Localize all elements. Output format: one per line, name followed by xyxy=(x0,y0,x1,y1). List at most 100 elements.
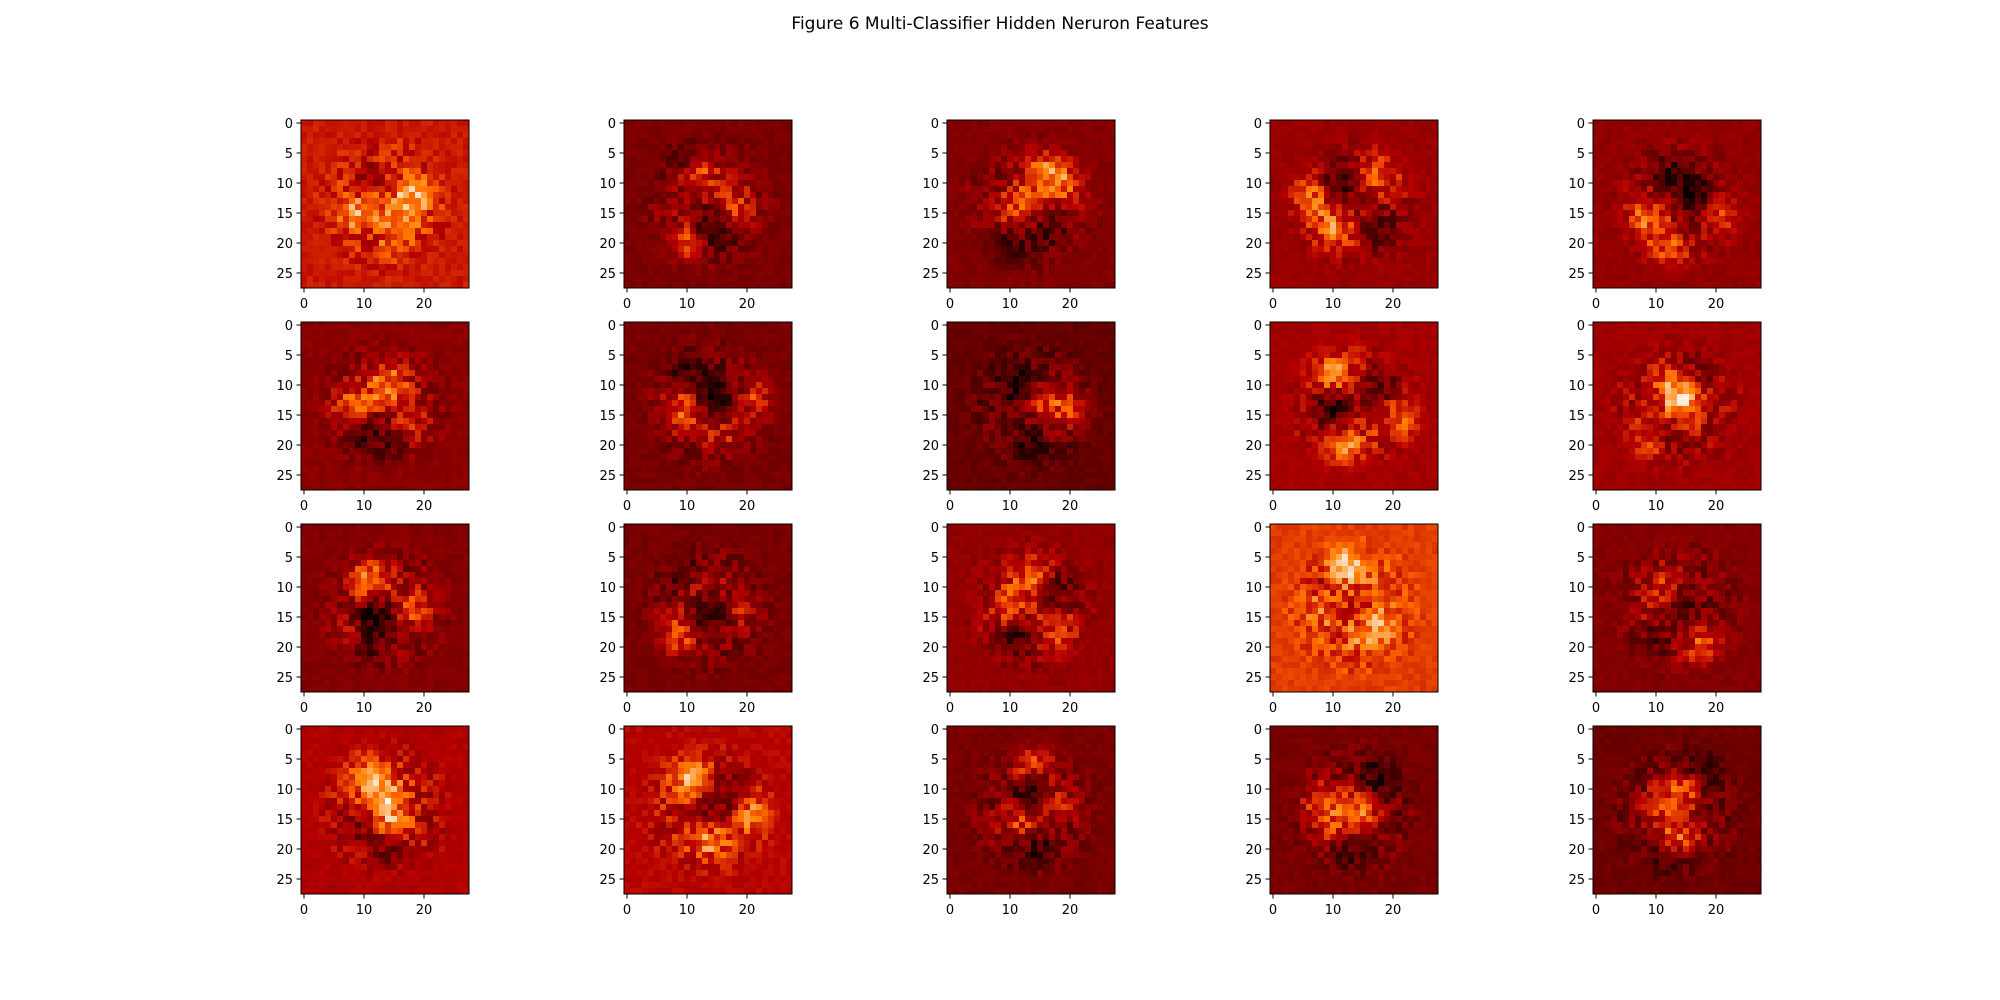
x-tick-label: 0 xyxy=(1269,903,1277,918)
y-tick-label: 25 xyxy=(922,267,939,282)
panel-image xyxy=(1593,322,1762,491)
y-tick-label: 15 xyxy=(1568,813,1585,828)
x-tick-label: 20 xyxy=(1062,499,1079,514)
y-tick-label: 25 xyxy=(276,671,293,686)
y-tick-label: 20 xyxy=(276,237,293,252)
x-tick-label: 0 xyxy=(300,499,308,514)
x-tick-label: 0 xyxy=(300,297,308,312)
y-tick-label: 15 xyxy=(599,813,616,828)
y-tick-label: 15 xyxy=(276,207,293,222)
y-tick-label: 10 xyxy=(599,379,616,394)
panel-3: 0 5 10 15 20 25 0 10 20 xyxy=(922,117,1116,312)
y-tick-label: 0 xyxy=(285,319,293,334)
y-tick-label: 25 xyxy=(1568,671,1585,686)
y-tick-label: 20 xyxy=(1245,843,1262,858)
y-tick-label: 25 xyxy=(922,671,939,686)
panel-20: 0 5 10 15 20 25 0 10 20 xyxy=(1568,723,1762,918)
y-tick-label: 10 xyxy=(1568,177,1585,192)
y-tick-label: 25 xyxy=(1245,873,1262,888)
y-tick-label: 10 xyxy=(276,783,293,798)
y-tick-label: 10 xyxy=(922,581,939,596)
panel-frame xyxy=(300,523,470,693)
y-tick-label: 20 xyxy=(1568,237,1585,252)
y-tick-label: 15 xyxy=(1245,409,1262,424)
y-tick-label: 10 xyxy=(1568,581,1585,596)
figure-title: Figure 6 Multi-Classifier Hidden Neruron… xyxy=(791,14,1209,34)
y-tick-label: 25 xyxy=(276,873,293,888)
x-tick-label: 20 xyxy=(1385,297,1402,312)
panel-6: 0 5 10 15 20 25 0 10 20 xyxy=(276,319,470,514)
y-tick-label: 5 xyxy=(1577,147,1585,162)
panel-1: 0 5 10 15 20 25 0 10 20 xyxy=(276,117,470,312)
panel-4: 0 5 10 15 20 25 0 10 20 xyxy=(1245,117,1439,312)
panel-frame xyxy=(623,523,793,693)
x-tick-label: 20 xyxy=(416,701,433,716)
x-tick-label: 20 xyxy=(1385,499,1402,514)
y-tick-label: 0 xyxy=(931,723,939,738)
panel-image xyxy=(301,726,470,895)
y-tick-label: 0 xyxy=(285,117,293,132)
x-tick-label: 0 xyxy=(1592,701,1600,716)
y-tick-label: 5 xyxy=(931,551,939,566)
y-tick-label: 5 xyxy=(285,349,293,364)
y-tick-label: 5 xyxy=(608,349,616,364)
x-tick-label: 10 xyxy=(356,903,373,918)
panel-image xyxy=(1270,726,1439,895)
x-tick-label: 20 xyxy=(1708,297,1725,312)
panel-11: 0 5 10 15 20 25 0 10 20 xyxy=(276,521,470,716)
y-tick-label: 25 xyxy=(922,469,939,484)
y-tick-label: 15 xyxy=(1568,207,1585,222)
y-tick-label: 5 xyxy=(285,551,293,566)
y-tick-label: 15 xyxy=(922,813,939,828)
x-tick-label: 0 xyxy=(300,701,308,716)
x-tick-label: 20 xyxy=(1385,701,1402,716)
x-tick-label: 0 xyxy=(300,903,308,918)
y-tick-label: 25 xyxy=(1245,469,1262,484)
panel-15: 0 5 10 15 20 25 0 10 20 xyxy=(1568,521,1762,716)
x-tick-label: 0 xyxy=(946,499,954,514)
panel-frame xyxy=(300,119,470,289)
y-tick-label: 5 xyxy=(931,753,939,768)
y-tick-label: 20 xyxy=(922,237,939,252)
x-tick-label: 20 xyxy=(1062,701,1079,716)
panel-image xyxy=(624,120,793,289)
y-tick-label: 0 xyxy=(1577,521,1585,536)
x-tick-label: 10 xyxy=(1325,499,1342,514)
y-tick-label: 0 xyxy=(931,319,939,334)
y-tick-label: 0 xyxy=(285,723,293,738)
x-tick-label: 0 xyxy=(623,499,631,514)
y-tick-label: 20 xyxy=(1568,641,1585,656)
y-tick-label: 15 xyxy=(1245,611,1262,626)
y-tick-label: 5 xyxy=(608,147,616,162)
panel-frame xyxy=(1269,321,1439,491)
y-tick-label: 10 xyxy=(276,379,293,394)
y-tick-label: 20 xyxy=(599,641,616,656)
y-tick-label: 5 xyxy=(1577,349,1585,364)
panel-image xyxy=(624,524,793,693)
y-tick-label: 5 xyxy=(1254,147,1262,162)
panel-9: 0 5 10 15 20 25 0 10 20 xyxy=(1245,319,1439,514)
panel-frame xyxy=(1269,119,1439,289)
x-tick-label: 10 xyxy=(1648,499,1665,514)
x-tick-label: 20 xyxy=(739,297,756,312)
y-tick-label: 0 xyxy=(608,319,616,334)
panel-image xyxy=(1270,524,1439,693)
y-tick-label: 10 xyxy=(1568,379,1585,394)
y-tick-label: 20 xyxy=(1568,439,1585,454)
y-tick-label: 15 xyxy=(1245,813,1262,828)
x-tick-label: 10 xyxy=(679,701,696,716)
x-tick-label: 20 xyxy=(739,701,756,716)
y-tick-label: 25 xyxy=(922,873,939,888)
y-tick-label: 15 xyxy=(276,409,293,424)
x-tick-label: 0 xyxy=(1592,903,1600,918)
y-tick-label: 5 xyxy=(931,349,939,364)
panel-8: 0 5 10 15 20 25 0 10 20 xyxy=(922,319,1116,514)
y-tick-label: 0 xyxy=(1577,319,1585,334)
x-tick-label: 10 xyxy=(1002,499,1019,514)
panel-16: 0 5 10 15 20 25 0 10 20 xyxy=(276,723,470,918)
x-tick-label: 0 xyxy=(623,701,631,716)
y-tick-label: 10 xyxy=(276,581,293,596)
panel-frame xyxy=(946,725,1116,895)
y-tick-label: 15 xyxy=(922,409,939,424)
y-tick-label: 10 xyxy=(922,379,939,394)
